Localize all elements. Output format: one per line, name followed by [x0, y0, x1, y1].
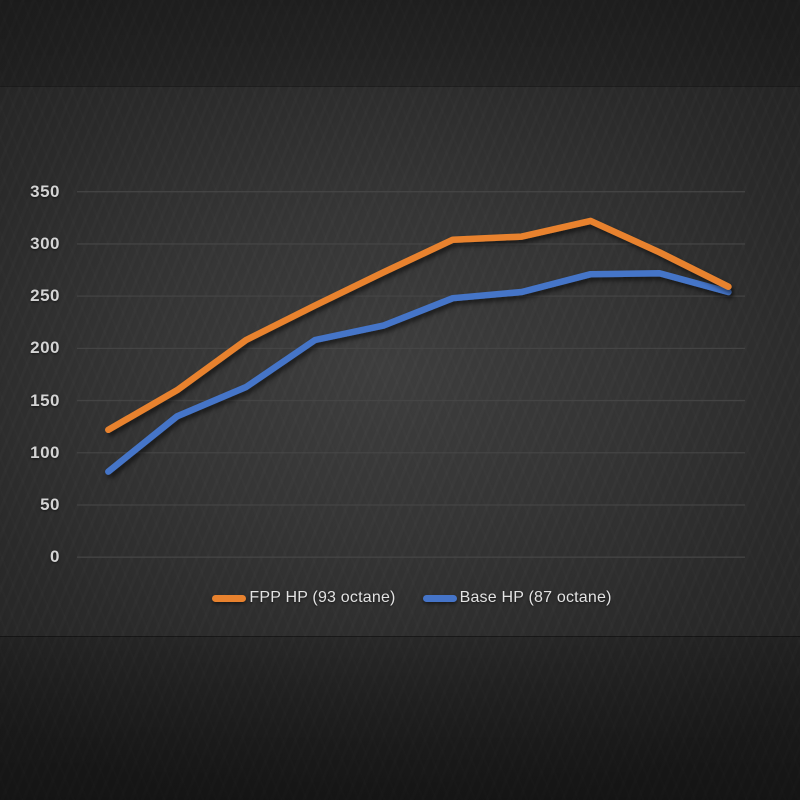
y-tick-label: 200	[30, 338, 60, 358]
y-tick-label: 50	[40, 494, 60, 514]
y-tick-label: 100	[30, 442, 60, 462]
legend-item-base: Base HP (87 octane)	[422, 589, 612, 607]
gridlines-group	[77, 191, 745, 558]
legend-item-fpp: FPP HP (93 octane)	[212, 589, 395, 607]
chart-legend: FPP HP (93 octane) Base HP (87 octane)	[12, 586, 800, 610]
series-line-base-hp-87-octane-	[105, 269, 732, 475]
legend-marker-fpp	[212, 594, 247, 602]
y-tick-label: 350	[30, 181, 60, 201]
legend-label-fpp: FPP HP (93 octane)	[249, 589, 396, 606]
top-shade-band	[0, 0, 800, 87]
y-tick-label: 250	[30, 286, 60, 306]
y-tick-label: 0	[50, 547, 60, 567]
legend-label-base: Base HP (87 octane)	[459, 589, 612, 606]
series-lines-group	[105, 217, 732, 475]
series-line-fpp-hp-93-octane-	[105, 217, 732, 434]
y-tick-label: 150	[30, 390, 60, 410]
y-tick-label: 300	[30, 233, 60, 253]
legend-marker-base	[422, 594, 457, 602]
bottom-shade-band	[0, 636, 800, 800]
